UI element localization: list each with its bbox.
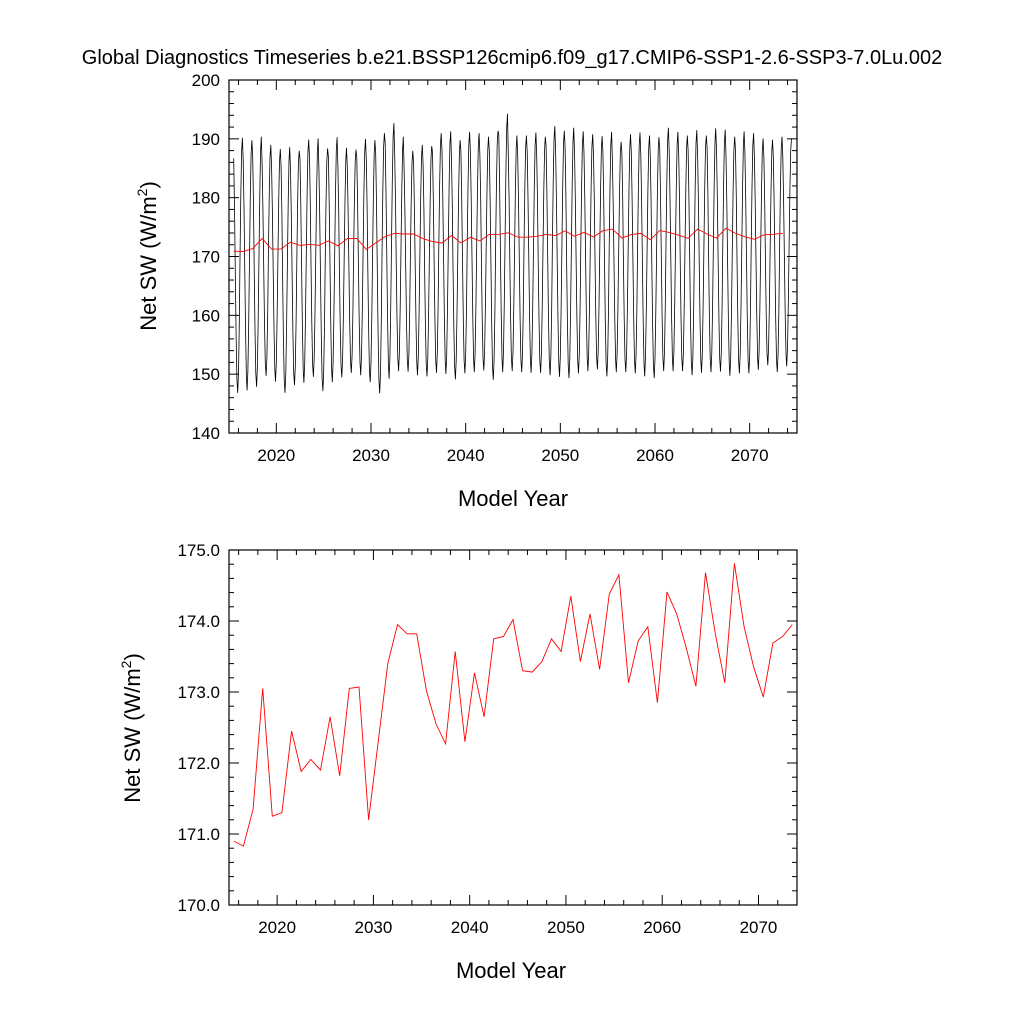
bottom-y-axis-label-close: ) xyxy=(120,653,145,660)
top-axis-ticks xyxy=(229,79,797,434)
top-tick-labels: 2020 2030 2040 2050 2060 2070 140 150 160 170 180 1… xyxy=(192,71,769,465)
top-y-tick-label: 170 xyxy=(192,248,220,267)
bottom-y-tick-label: 172.0 xyxy=(177,754,220,773)
top-x-tick-label: 2030 xyxy=(352,446,390,465)
top-y-axis-label-sup: 2 xyxy=(134,188,150,196)
bottom-chart: 2020 2030 2040 2050 2060 2070 170.0 171.0 172.0 1… xyxy=(118,541,798,983)
bottom-series xyxy=(233,563,793,847)
bottom-annual-series-line xyxy=(233,563,793,847)
top-annual-series-line xyxy=(233,227,783,253)
top-x-tick-label: 2070 xyxy=(731,446,769,465)
bottom-x-tick-label: 2060 xyxy=(643,918,681,937)
bottom-y-tick-label: 171.0 xyxy=(177,825,220,844)
top-y-axis-label-close: ) xyxy=(136,181,161,188)
bottom-x-tick-label: 2030 xyxy=(354,918,392,937)
bottom-axis-ticks xyxy=(229,549,798,906)
top-y-tick-label: 190 xyxy=(192,130,220,149)
top-y-tick-label: 160 xyxy=(192,306,220,325)
bottom-x-tick-label: 2040 xyxy=(451,918,489,937)
top-x-tick-label: 2040 xyxy=(447,446,485,465)
bottom-y-tick-label: 173.0 xyxy=(177,683,220,702)
top-x-tick-label: 2050 xyxy=(541,446,579,465)
bottom-tick-labels: 2020 2030 2040 2050 2060 2070 170.0 171.0 172.0 1… xyxy=(177,541,777,937)
top-x-tick-label: 2060 xyxy=(636,446,674,465)
bottom-y-tick-label: 175.0 xyxy=(177,541,220,560)
bottom-x-tick-label: 2070 xyxy=(740,918,778,937)
bottom-x-axis-label: Model Year xyxy=(456,958,566,983)
top-series xyxy=(233,113,792,394)
top-y-axis-label: Net SW (W/m2) xyxy=(134,181,161,331)
top-y-axis-label-main: Net SW (W/m xyxy=(136,196,161,330)
bottom-y-tick-label: 170.0 xyxy=(177,896,220,915)
top-monthly-series-line xyxy=(233,113,792,394)
top-y-tick-label: 180 xyxy=(192,189,220,208)
top-x-axis-label: Model Year xyxy=(458,486,568,511)
bottom-y-axis-label-sup: 2 xyxy=(118,660,134,668)
bottom-y-axis-label-main: Net SW (W/m xyxy=(120,668,145,802)
bottom-x-tick-label: 2050 xyxy=(547,918,585,937)
top-y-tick-label: 150 xyxy=(192,365,220,384)
top-plot-frame xyxy=(228,79,798,434)
top-y-tick-label: 140 xyxy=(192,424,220,443)
top-y-tick-label: 200 xyxy=(192,71,220,90)
top-chart: 2020 2030 2040 2050 2060 2070 140 150 160 170 180 1… xyxy=(134,71,798,511)
bottom-y-tick-label: 174.0 xyxy=(177,612,220,631)
bottom-plot-frame xyxy=(228,549,798,906)
top-x-tick-label: 2020 xyxy=(257,446,295,465)
figure-title: Global Diagnostics Timeseries b.e21.BSSP… xyxy=(82,47,942,69)
bottom-x-tick-label: 2020 xyxy=(258,918,296,937)
bottom-y-axis-label: Net SW (W/m2) xyxy=(118,653,145,803)
